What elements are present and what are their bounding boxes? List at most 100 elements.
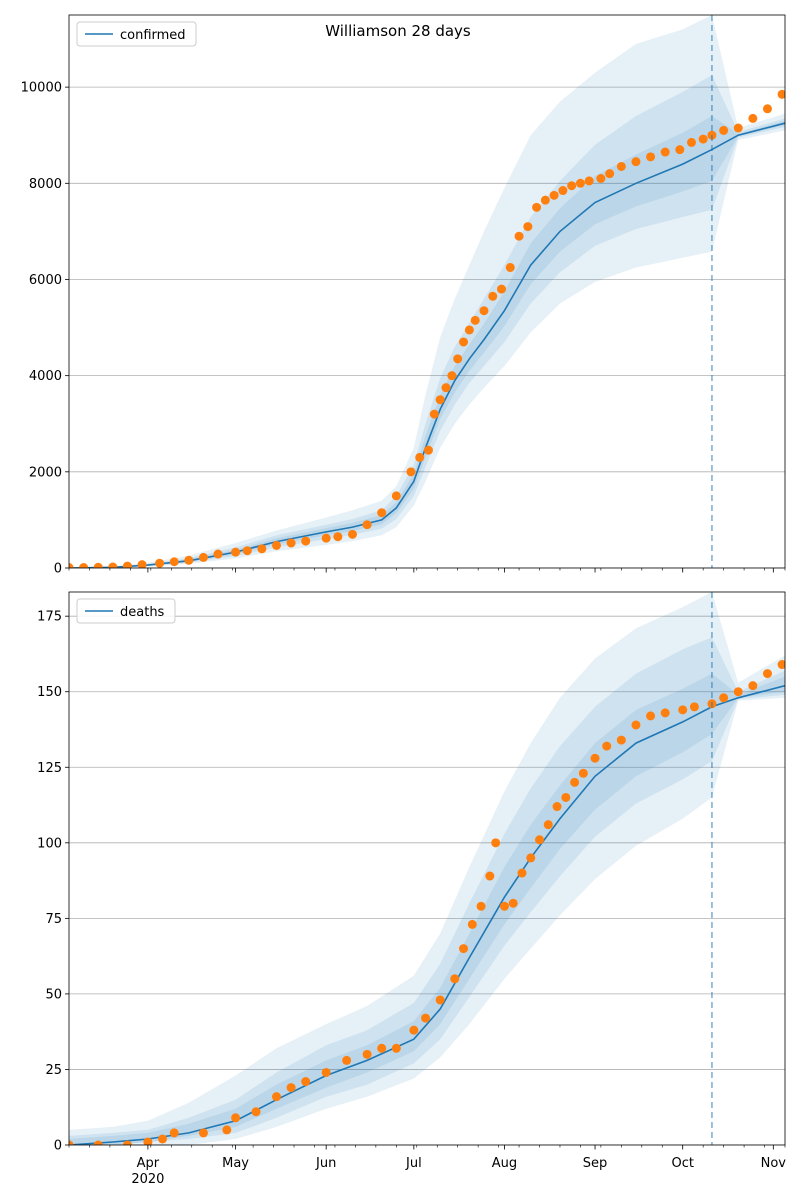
observed-point — [733, 687, 743, 697]
observed-point — [505, 262, 515, 272]
observed-point — [719, 125, 729, 135]
observed-point — [222, 1125, 232, 1135]
observed-point — [523, 222, 533, 232]
observed-point — [143, 1137, 153, 1145]
observed-point — [561, 792, 571, 802]
y-tick-label: 100 — [37, 836, 62, 851]
observed-point — [122, 561, 132, 568]
observed-point — [470, 315, 480, 325]
x-tick-label: May — [222, 1156, 249, 1171]
observed-point — [377, 1043, 387, 1053]
observed-point — [646, 152, 656, 162]
legend-box — [76, 21, 197, 47]
observed-point — [184, 555, 194, 565]
legend-box — [76, 598, 176, 624]
observed-point — [689, 702, 699, 712]
observed-point — [605, 169, 615, 179]
y-tick-label: 175 — [37, 610, 62, 625]
observed-point — [447, 371, 457, 381]
confirmed-panel: 0 2000 4000 6000 8000 10000 confirmed — [21, 14, 786, 577]
observed-point — [231, 1113, 241, 1123]
observed-point — [321, 533, 331, 543]
observed-point — [362, 520, 372, 530]
plot-area — [69, 592, 785, 1145]
y-tick-label: 4000 — [29, 369, 62, 384]
observed-point — [423, 445, 433, 455]
observed-point — [286, 538, 296, 548]
observed-point — [570, 777, 580, 787]
observed-point — [198, 1128, 208, 1138]
observed-point — [441, 383, 451, 393]
observed-point — [590, 753, 600, 763]
observed-point — [762, 669, 772, 679]
observed-point — [406, 467, 416, 477]
y-tick-label: 10000 — [21, 81, 62, 96]
x-tick-label: Aug — [492, 1156, 517, 1171]
observed-point — [301, 536, 311, 546]
chart-title: Williamson 28 days — [325, 22, 471, 40]
observed-point — [602, 741, 612, 751]
observed-point — [514, 231, 524, 241]
uncertainty-band-inner — [69, 673, 785, 1145]
y-tick-label: 150 — [37, 685, 62, 700]
observed-point — [575, 178, 585, 188]
observed-point — [549, 190, 559, 200]
observed-point — [616, 161, 626, 171]
y-tick-label: 75 — [45, 912, 62, 927]
observed-point — [660, 147, 670, 157]
observed-point — [558, 186, 568, 196]
observed-point — [678, 705, 688, 715]
observed-point — [342, 1055, 352, 1065]
observed-point — [301, 1077, 311, 1087]
observed-point — [491, 838, 501, 848]
observed-point — [777, 660, 785, 670]
observed-point — [347, 529, 357, 539]
x-tick-label: Nov — [761, 1156, 787, 1171]
observed-point — [79, 563, 89, 568]
observed-point — [321, 1067, 331, 1077]
plot-content — [69, 15, 785, 568]
y-tick-label: 0 — [54, 1139, 62, 1154]
x-tick-label: Apr — [137, 1156, 160, 1171]
observed-point — [748, 681, 758, 691]
observed-point — [69, 1140, 74, 1145]
observed-point — [155, 558, 165, 568]
observed-point — [631, 157, 641, 167]
observed-point — [271, 540, 281, 550]
y-tick-label: 6000 — [29, 273, 62, 288]
observed-point — [719, 693, 729, 703]
observed-point — [453, 354, 463, 364]
observed-point — [435, 395, 445, 405]
observed-point — [421, 1013, 431, 1023]
uncertainty-band-inner — [69, 116, 785, 568]
y-tick-label: 0 — [54, 562, 62, 577]
observed-point — [485, 871, 495, 881]
observed-point — [169, 1128, 179, 1138]
observed-point — [540, 195, 550, 205]
observed-point — [497, 284, 507, 294]
y-tick-label: 8000 — [29, 177, 62, 192]
observed-point — [251, 1107, 261, 1117]
observed-point — [169, 557, 179, 567]
observed-point — [69, 563, 74, 568]
observed-point — [748, 113, 758, 123]
observed-point — [479, 306, 489, 316]
observed-point — [435, 995, 445, 1005]
observed-point — [158, 1134, 168, 1144]
plot-frame — [68, 14, 786, 569]
x-tick-label: Sep — [583, 1156, 608, 1171]
observed-point — [459, 337, 469, 347]
observed-point — [762, 104, 772, 114]
uncertainty-band-middle — [69, 75, 785, 568]
legend-label: deaths — [120, 605, 165, 620]
observed-point — [377, 508, 387, 518]
observed-point — [286, 1083, 296, 1093]
observed-point — [508, 898, 518, 908]
y-tick-label: 50 — [45, 987, 62, 1002]
observed-point — [409, 1025, 419, 1035]
observed-point — [391, 491, 401, 501]
plot-content — [69, 592, 785, 1145]
observed-point — [257, 544, 267, 554]
observed-point — [532, 202, 542, 212]
